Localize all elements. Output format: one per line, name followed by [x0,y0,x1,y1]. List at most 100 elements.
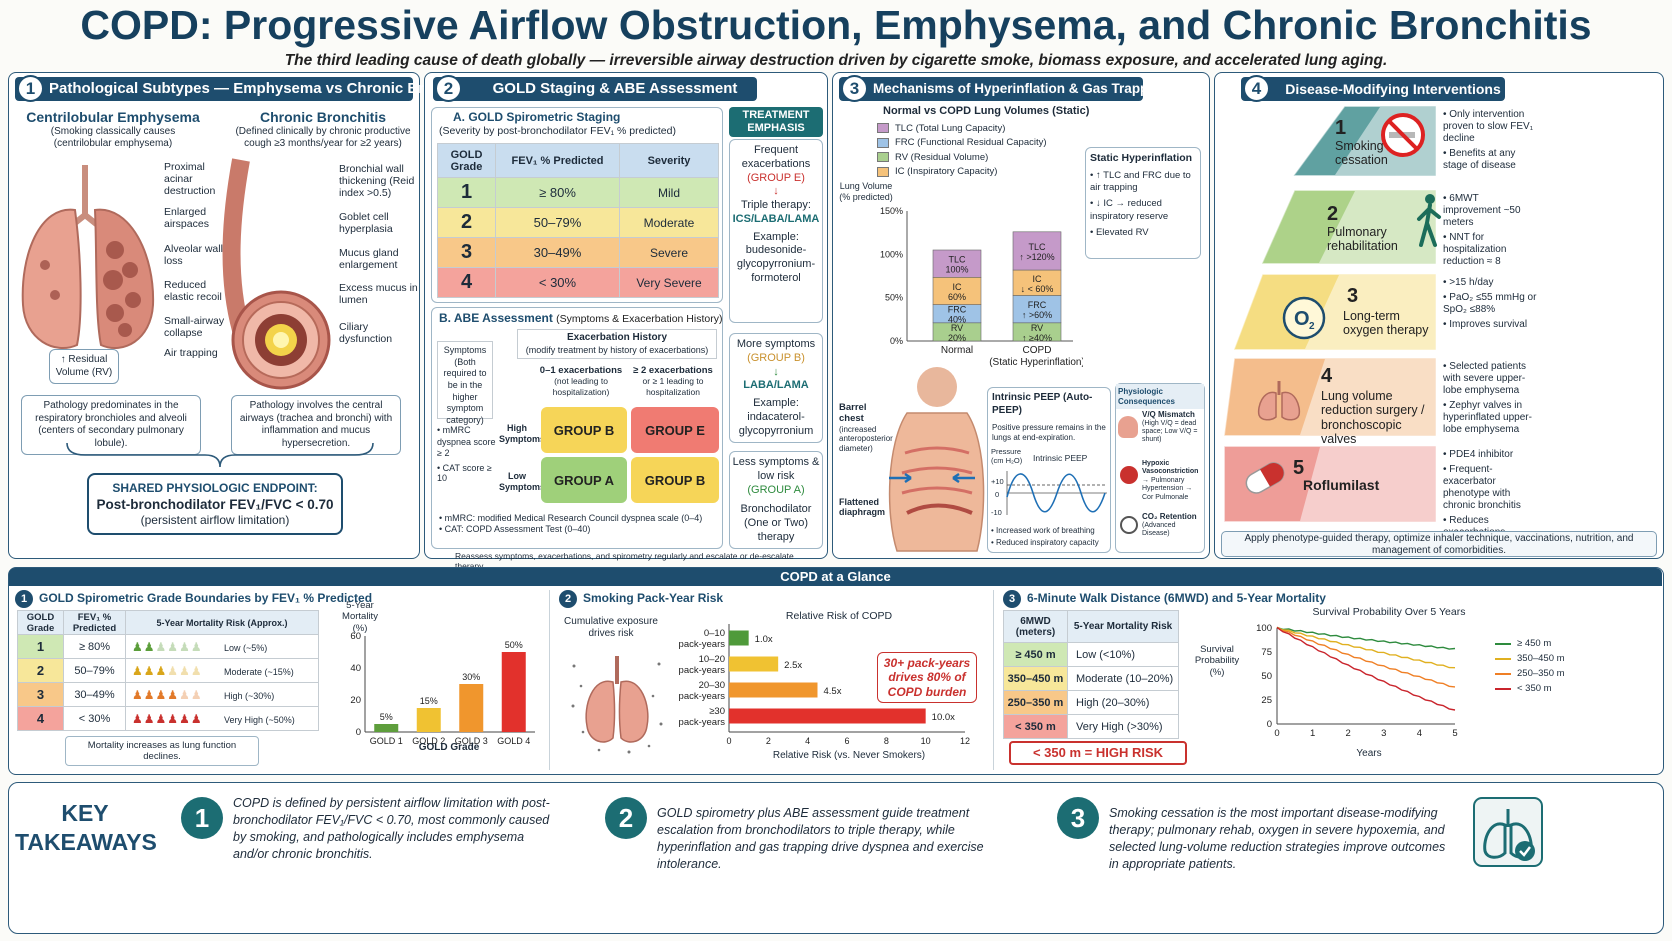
tx-b-example-drug: indacaterol-glycopyrronium [738,410,814,437]
tier-number: 3 [1347,285,1359,307]
person-icon: ♟ [167,639,180,654]
person-icon: ♟ [190,711,203,726]
s3-distance-cell: 250–350 m [1003,690,1068,715]
treatment-group-e: Frequent exacerbations (GROUP E) ↓ Tripl… [729,139,823,323]
panel-interventions: 4 Disease-Modifying Interventions 1 Smoki… [1214,72,1664,559]
page-subtitle: The third leading cause of death globall… [284,52,1388,69]
s2-title-text: Smoking Pack-Year Risk [583,591,724,605]
s2-chart-title: Relative Risk of COPD [785,610,893,622]
person-icon: ♟ [190,687,203,702]
person-icon: ♟ [143,663,156,678]
s2-caption: Cumulative exposure drives risk [564,616,658,639]
svg-text:2: 2 [1309,321,1315,332]
fev1-cell: ≥ 80% [495,177,620,208]
person-icon: ♟ [143,711,156,726]
panel-title: 1 Pathological Subtypes — Emphysema vs C… [15,75,482,102]
tx-e-group: (GROUP E) [747,171,805,184]
phys-co2-title: CO₂ Retention [1142,512,1197,521]
treatment-column: TREATMENT EMPHASIS Frequent exacerbation… [729,107,823,549]
x-tick-label: 2 [1346,728,1351,739]
segment-label: RV [1031,323,1043,333]
peep-bullet-1: • Increased work of breathing [991,526,1095,535]
bar-data-label: 10.0x [932,712,955,723]
heart-icon [1120,466,1138,484]
interventions-footer: Apply phenotype-guided therapy, optimize… [1221,531,1657,557]
takeaway-1-number: 1 [181,797,223,839]
torso-illustration [888,367,985,552]
s1-fev1-cell: 30–49% [63,682,126,707]
takeaway-1-text: COPD is defined by persistent airflow li… [233,796,550,861]
survival-series-line [1276,626,1456,669]
row-low: Low Symptoms [499,471,546,493]
bracket [66,442,374,468]
survival-series-line [1276,626,1456,650]
tier-icon-wrap [1415,193,1445,254]
footnote-cat: • CAT: COPD Assessment Test (0–40) [439,524,591,534]
tier-icon-wrap [1379,111,1427,164]
segment-value: 20% [948,333,966,343]
panel-title: 4 Disease-Modifying Interventions [1241,75,1505,102]
y-tick-label: 20–30 [699,680,725,691]
s1-number: 1 [15,590,33,608]
staging-title: A. GOLD Spirometric Staging [453,110,621,124]
s3-row: < 350 m Very High (>30%) [1003,714,1179,739]
segment-label: FRC [948,305,967,315]
emphysema-lung-illustration [21,165,155,350]
s1-risk-label: High (~30%) [224,690,275,701]
x-tick-label: GOLD 3 [455,736,488,746]
takeaways-title: KEY TAKEAWAYS [15,800,157,855]
abe-title: B. ABE Assessment (Symptoms & Exacerbati… [439,311,722,325]
x-tick-label: 4 [805,736,810,746]
takeaway-2-text: GOLD spirometry plus ABE assessment guid… [657,806,984,871]
pill-icon [1245,462,1285,494]
y-tick-label: ≥30 [709,706,725,717]
volume-segment-ic [1012,269,1062,296]
tier-number: 4 [1321,365,1333,387]
person-icon: ♟ [132,663,144,678]
smoking-lung-icon [571,656,663,754]
s1-row: 3 30–49% ♟♟♟♟♟♟ High (~30%) [17,682,319,707]
col1-sub: (not leading to hospitalization) [552,376,610,397]
abe-title-sub: (Symptoms & Exacerbation History) [556,313,723,325]
legend-swatch [877,166,889,177]
static-hyperinflation-box: Static Hyperinflation • ↑ TLC and FRC du… [1085,147,1201,259]
person-icon: ♟ [143,639,156,654]
symptoms-label: Symptoms (Both required to be in the hig… [437,341,493,425]
y-tick-label-unit: pack-years [679,717,726,728]
gold-row: 3 30–49% Severe [437,237,719,268]
bar-name: Normal [941,345,973,356]
tx-b-arrow: ↓ [773,365,779,378]
tier-shade [1295,107,1380,175]
panel-at-a-glance: COPD at a Glance 1 GOLD Spirometric Grade… [8,567,1664,775]
gold-row: 4 < 30% Very Severe [437,267,719,298]
legend-swatch [1495,672,1511,675]
s1-risk-cell: ♟♟♟♟♟♟ High (~30%) [125,682,319,707]
y-tick-label: 0 [1267,719,1272,730]
s1-col-mortality: 5-Year Mortality Risk (Approx.) [125,610,319,635]
y-tick-label: 75 [1261,647,1272,658]
tier-bullet: • PaO₂ ≤55 mmHg or SpO₂ ≤88% [1443,292,1537,315]
legend-label: RV (Residual Volume) [895,151,989,163]
tier-bullet: • >15 h/day [1443,277,1494,288]
person-icon: ♟ [167,663,180,678]
pack-year-bar [729,682,818,698]
s3-distance-cell: ≥ 450 m [1003,642,1068,667]
bar-data-label: 1.0x [755,634,773,645]
person-icon: ♟ [132,711,144,726]
tx-e-line1: Frequent exacerbations [741,144,811,170]
y-tick-label: 0–10 [704,628,725,639]
volume-segment-tlc [1012,231,1062,271]
mmrc-criterion: • mMRC dyspnea score ≥ 2 [437,425,496,459]
label-ciliary: Ciliary dysfunction [339,321,393,346]
reassess-note: Reassess symptoms, exacerbations, and sp… [455,551,794,571]
tx-b-drug: LABA/LAMA [743,379,809,392]
emphysema-title: Centrilobular Emphysema [26,109,200,125]
abe-box [431,307,723,549]
phys-vq: V/Q Mismatch (High V/Q = dead space; Low… [1142,410,1204,445]
svg-text:O: O [1294,308,1310,330]
abe-title-text: B. ABE Assessment [439,311,553,325]
legend-label: IC (Inspiratory Capacity) [895,166,998,178]
takeaway-3-text: Smoking cessation is the most important … [1109,806,1446,871]
tier-bullet: • Zephyr valves in hyperinflated upper-l… [1443,400,1532,435]
segment-value: ↑ >120% [1019,252,1054,262]
